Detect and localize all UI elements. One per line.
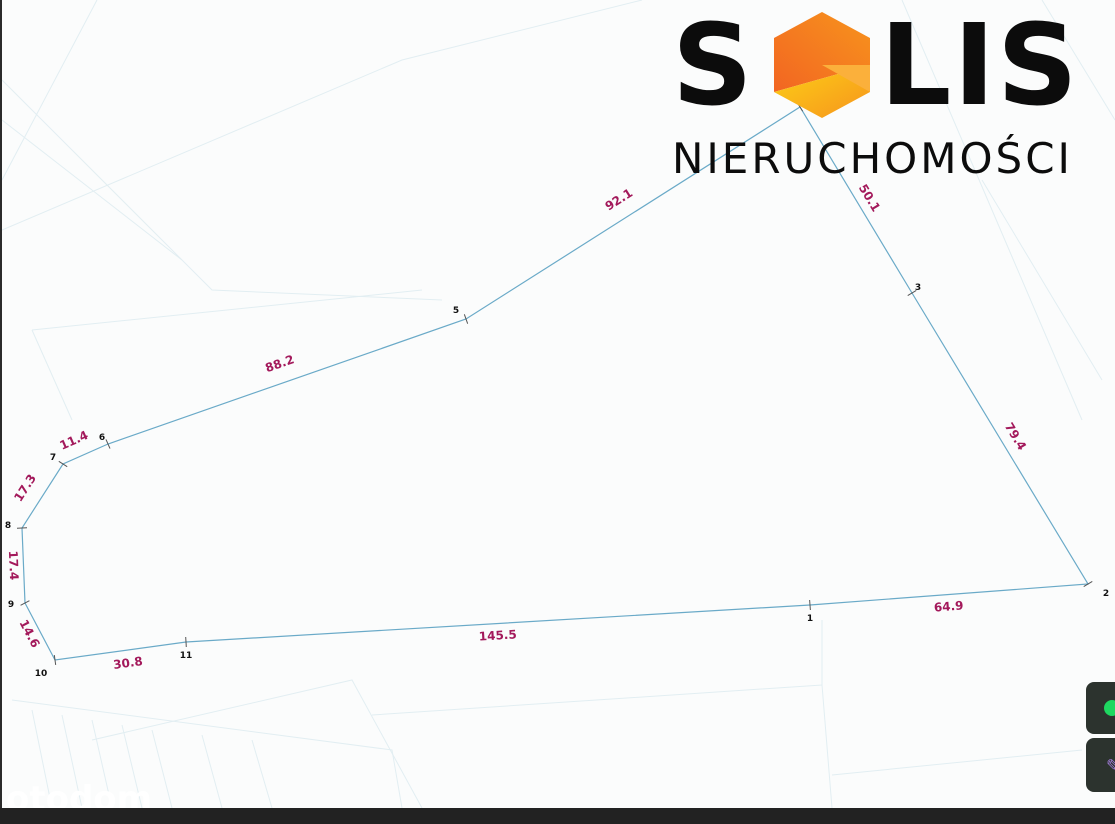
map-canvas: 164.9279.4350.192.1588.2611.4717.3817.49… xyxy=(2,0,1115,808)
vertex-tick xyxy=(58,460,68,468)
spotify-icon xyxy=(1104,700,1115,716)
segment-length-label: 17.4 xyxy=(6,550,21,580)
vertex-tick xyxy=(105,439,111,449)
vertex-tick xyxy=(463,314,469,324)
vertex-label: 1 xyxy=(807,614,813,624)
vertex-label: 7 xyxy=(50,453,56,463)
vertex-label: 5 xyxy=(453,306,459,316)
vertex-label: 2 xyxy=(1103,589,1109,599)
vertex-tick xyxy=(53,654,57,666)
cadastral-lines xyxy=(2,0,1115,808)
segment-length-label: 88.2 xyxy=(263,352,296,375)
vertex-tick xyxy=(185,636,187,648)
vertex-tick xyxy=(809,599,811,611)
app-widget[interactable]: ✎ xyxy=(1086,738,1115,792)
segment-length-label: 92.1 xyxy=(603,186,636,214)
logo-letter-s: S xyxy=(672,1,755,131)
parcel-boundary xyxy=(21,106,1090,661)
vertex-label: 6 xyxy=(99,433,105,443)
spotify-widget[interactable] xyxy=(1086,682,1115,734)
vertex-label: 10 xyxy=(35,669,48,679)
segment-length-label: 145.5 xyxy=(478,627,517,643)
parcel-map[interactable]: 1 64.9 2 79.4 3 50.1 92.1 5 88.2 6 11.4 7 17.3 8 17.4 9… xyxy=(2,0,1115,808)
vertex-label: 3 xyxy=(915,283,921,293)
logo-subtitle: NIERUCHOMOŚCI xyxy=(672,134,1073,183)
logo-letters-lis: LIS xyxy=(880,1,1080,131)
vertex-tick xyxy=(20,600,30,606)
vertex-label: 8 xyxy=(5,521,11,531)
segment-length-label: 50.1 xyxy=(856,182,883,215)
vertex-label: 9 xyxy=(8,600,14,610)
vertex-tick xyxy=(907,289,917,297)
parcel-outline: 164.9279.4350.192.1588.2611.4717.3817.49… xyxy=(5,102,1109,679)
vertex-label: 11 xyxy=(180,651,193,661)
segment-length-label: 64.9 xyxy=(933,598,964,614)
otodom-watermark: otodom xyxy=(6,782,153,808)
segment-length-label: 30.8 xyxy=(112,654,143,672)
segment-length-label: 11.4 xyxy=(58,428,91,453)
taskbar xyxy=(0,808,1115,824)
feather-icon: ✎ xyxy=(1106,756,1115,777)
logo-hexagon-icon xyxy=(774,12,870,118)
vertex-tick xyxy=(1083,580,1093,588)
segment-length-label: 17.3 xyxy=(11,472,39,504)
solis-logo: S LIS NIERUCHOMOŚCI xyxy=(672,8,1112,183)
segment-length-label: 14.6 xyxy=(16,617,42,650)
